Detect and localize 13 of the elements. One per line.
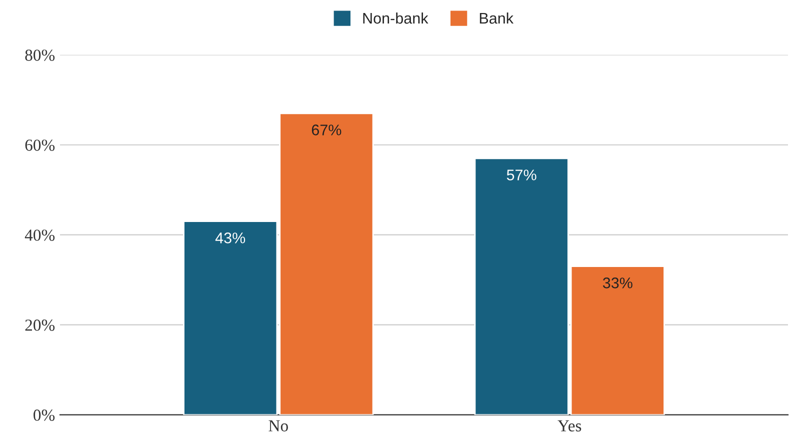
legend-label: Non-bank — [363, 12, 428, 24]
data-label: 67% — [312, 124, 342, 136]
data-label: 57% — [506, 170, 536, 180]
y-tick-label: 40% — [24, 230, 55, 241]
data-label: 43% — [215, 232, 246, 244]
legend-label: Bank — [480, 12, 514, 24]
x-tick-label: Yes — [558, 420, 582, 432]
y-tick-label: 80% — [25, 50, 55, 61]
data-label: 33% — [602, 278, 632, 288]
y-tick-label: 0% — [34, 410, 55, 421]
y-tick-label: 60% — [25, 140, 55, 151]
x-tick-label: No — [268, 420, 288, 432]
y-tick-label: 20% — [25, 320, 55, 331]
